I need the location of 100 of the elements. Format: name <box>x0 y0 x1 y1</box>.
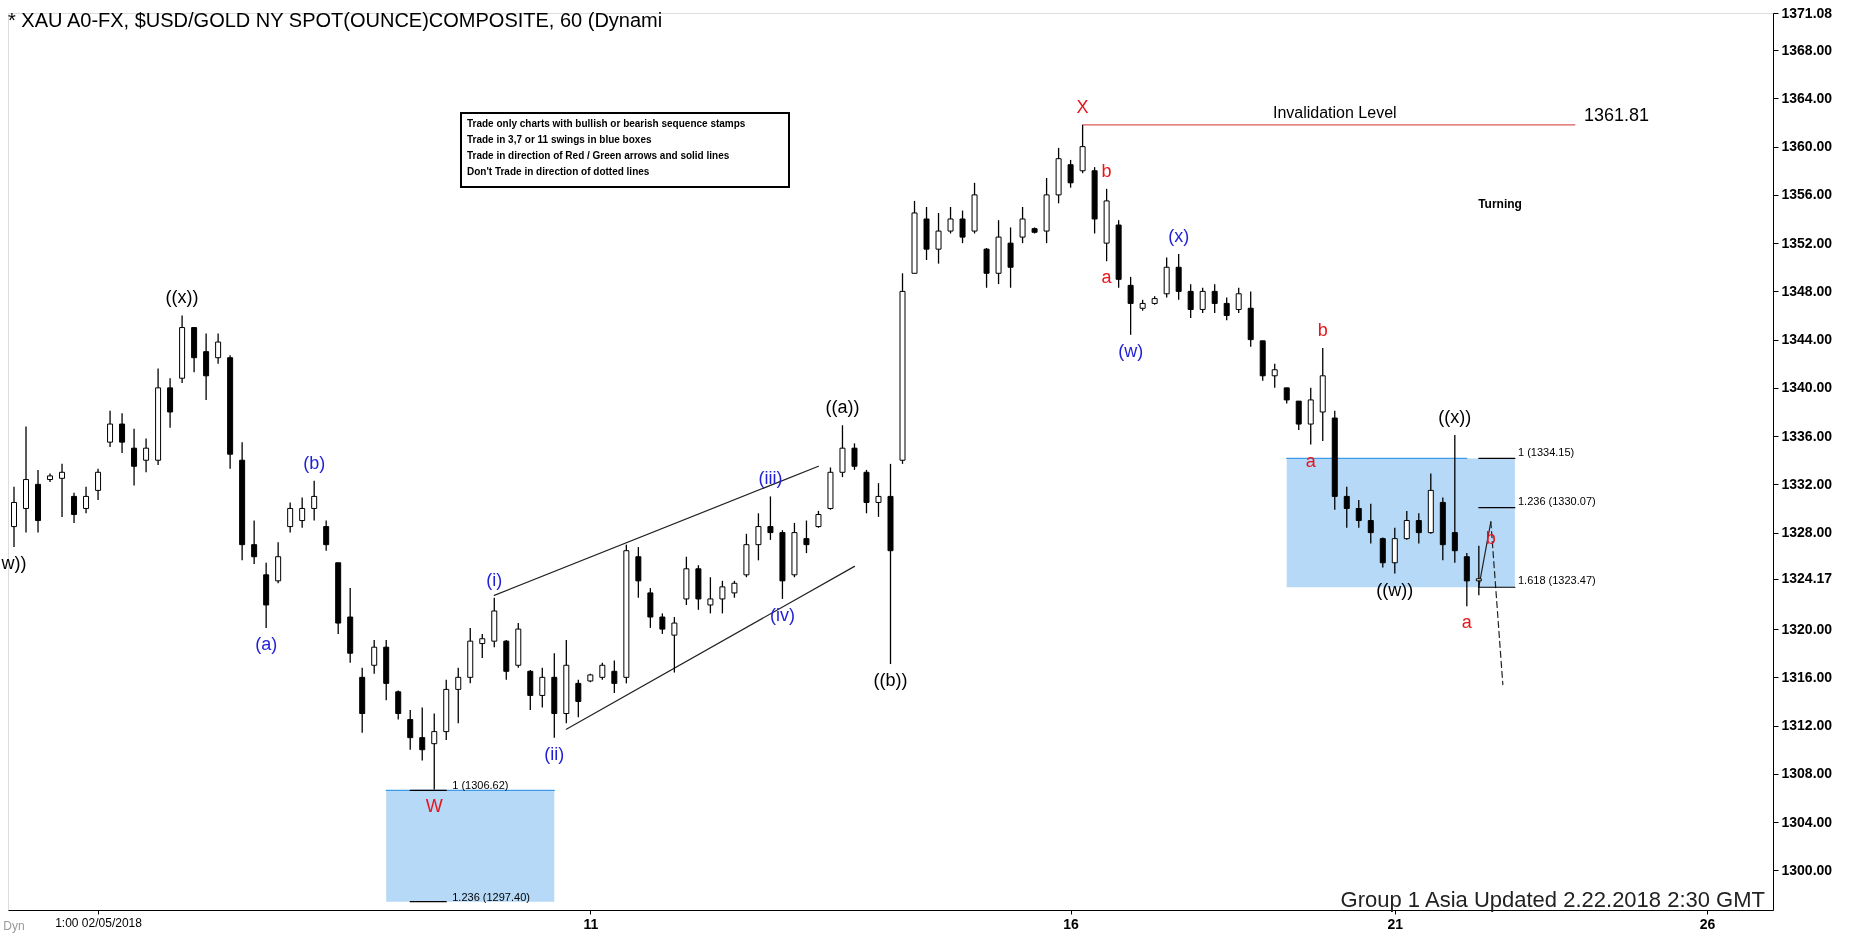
candlestick <box>311 480 318 522</box>
y-tick-label: 1304.00 <box>1781 813 1833 830</box>
annotation: (a) <box>255 633 278 654</box>
candlestick <box>1271 363 1278 389</box>
candlestick <box>851 442 858 471</box>
annotation: Trade in direction of Red / Green arrows and solid lines <box>467 150 730 161</box>
candlestick <box>875 482 882 518</box>
candlestick <box>575 679 582 718</box>
candlestick <box>539 667 546 709</box>
annotation: ((w)) <box>1376 579 1414 600</box>
annotation: Trade only charts with bullish or bearish sequence stamps <box>467 118 746 129</box>
candlestick <box>1295 400 1302 431</box>
candlestick <box>419 706 426 762</box>
annotation: (w) <box>1118 340 1144 361</box>
candlestick <box>395 689 402 721</box>
x-tick-label: 26 <box>1699 915 1716 932</box>
y-tick-label: 1336.00 <box>1781 427 1833 444</box>
candlestick <box>1187 283 1194 319</box>
candlestick <box>1451 434 1458 564</box>
annotation: (iii) <box>758 468 783 489</box>
candlestick <box>95 468 102 501</box>
y-tick-label: 1356.00 <box>1781 186 1833 203</box>
candlestick <box>1367 503 1374 545</box>
y-tick-label: 1332.00 <box>1781 475 1833 492</box>
annotation: b <box>1101 160 1112 181</box>
y-tick-label: 1328.00 <box>1781 524 1833 541</box>
candlestick <box>143 437 150 473</box>
y-tick-label: 1348.00 <box>1781 282 1833 299</box>
candlestick <box>1235 287 1242 314</box>
annotation: ((x)) <box>1438 406 1472 427</box>
candlestick <box>1019 206 1026 244</box>
candlestick <box>251 519 258 565</box>
annotation: a <box>1101 267 1113 288</box>
y-tick-label: 1360.00 <box>1781 138 1833 155</box>
candlestick <box>71 492 78 524</box>
annotation: Turning <box>1478 197 1522 211</box>
candlestick <box>107 410 114 448</box>
series-label: Invalidation Level <box>1272 103 1397 121</box>
candlestick <box>119 412 126 454</box>
y-tick-label: 1308.00 <box>1781 765 1833 782</box>
text: Dyn <box>3 919 25 933</box>
candlestick <box>131 428 138 487</box>
candlestick <box>1223 296 1230 321</box>
candlestick <box>1127 276 1134 336</box>
y-tick-label: 1340.00 <box>1781 379 1833 396</box>
annotation: Group 1 Asia Updated 2.22.2018 2:30 GMT <box>1340 887 1765 912</box>
candlestick <box>719 580 726 615</box>
annotation: ((a)) <box>825 397 860 418</box>
candlestick <box>83 486 90 514</box>
annotation: 1 (1306.62) <box>452 779 509 792</box>
x-tick-label: 1:00 02/05/2018 <box>55 915 143 930</box>
y-tick-label: 1364.00 <box>1781 89 1833 106</box>
y-tick-label: 1320.00 <box>1781 620 1833 637</box>
candlestick <box>1067 159 1074 189</box>
y-tick-label: 1312.00 <box>1781 717 1833 734</box>
y-tick-label: 1324.17 <box>1781 570 1833 587</box>
annotation: b <box>1317 320 1328 341</box>
candlestick <box>755 512 762 561</box>
candlestick <box>1355 499 1362 529</box>
annotation: 1.618 (1323.47) <box>1518 574 1596 586</box>
candlestick <box>215 332 222 365</box>
annotation: a <box>1461 612 1473 633</box>
y-tick-label: 1352.00 <box>1781 234 1833 251</box>
chart-title: * XAU A0-FX, $USD/GOLD NY SPOT(OUNCE)COMPOSITE, 60 (Dynami <box>8 9 663 31</box>
candlestick <box>659 612 666 635</box>
candlestick <box>479 633 486 659</box>
annotation: Don't Trade in direction of dotted lines <box>467 166 650 177</box>
annotation: a <box>1305 450 1317 471</box>
candlestick <box>707 576 714 615</box>
annotation: 1361.81 <box>1584 105 1650 125</box>
candlestick <box>1199 287 1206 314</box>
annotation: 1.236 (1330.07) <box>1518 495 1596 507</box>
candlestick <box>371 639 378 675</box>
annotation: (b) <box>303 452 326 473</box>
y-tick-label: 1316.00 <box>1781 668 1833 685</box>
annotation: W <box>425 795 443 816</box>
candlestick <box>455 667 462 724</box>
annotation: (iv) <box>769 604 795 625</box>
y-tick-label: 1344.00 <box>1781 331 1833 348</box>
candlestick <box>803 519 810 554</box>
candlestick <box>323 519 330 552</box>
y-tick-label: 1368.00 <box>1781 41 1833 58</box>
annotation: ((b)) <box>873 670 908 691</box>
annotation: 1.236 (1297.40) <box>452 890 530 903</box>
annotation: (ii) <box>544 743 565 764</box>
candlestick <box>299 496 306 529</box>
candlestick <box>959 209 966 244</box>
candlestick <box>59 463 66 518</box>
annotation: Trade in 3,7 or 11 swings in blue boxes <box>467 134 652 145</box>
candlestick <box>1343 486 1350 529</box>
candlestick <box>947 206 954 235</box>
annotation: ((x)) <box>165 287 199 308</box>
annotation: X <box>1076 96 1089 117</box>
x-tick-label: 16 <box>1063 915 1080 932</box>
x-tick-label: 21 <box>1387 915 1404 932</box>
candlestick <box>935 212 942 265</box>
annotation: w)) <box>0 553 27 574</box>
annotation: (x) <box>1168 225 1190 246</box>
candlestick <box>611 659 618 694</box>
candlestick <box>671 616 678 674</box>
